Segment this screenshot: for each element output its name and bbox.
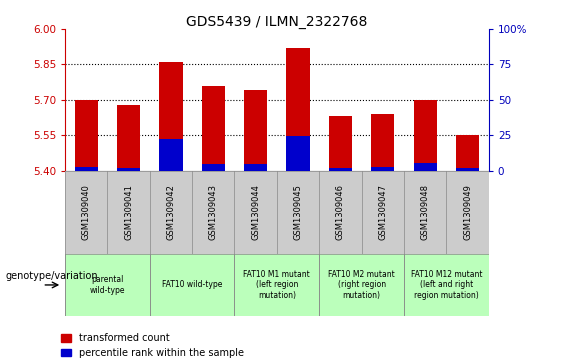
Bar <box>456 135 479 171</box>
Bar <box>404 171 446 254</box>
Text: GSM1309043: GSM1309043 <box>209 184 218 240</box>
Text: FAT10 M1 mutant
(left region
mutation): FAT10 M1 mutant (left region mutation) <box>244 270 310 300</box>
Bar <box>75 167 98 171</box>
Bar <box>414 163 437 171</box>
Bar <box>244 90 267 171</box>
Text: GDS5439 / ILMN_2322768: GDS5439 / ILMN_2322768 <box>186 15 368 29</box>
Bar <box>362 171 404 254</box>
Text: GSM1309044: GSM1309044 <box>251 184 260 240</box>
Bar <box>244 164 267 171</box>
Text: FAT10 wild-type: FAT10 wild-type <box>162 281 222 289</box>
Bar <box>65 171 107 254</box>
Bar <box>319 254 404 316</box>
Bar <box>107 171 150 254</box>
Bar <box>159 62 182 171</box>
Text: GSM1309048: GSM1309048 <box>421 184 429 240</box>
Bar <box>456 168 479 171</box>
Text: FAT10 M2 mutant
(right region
mutation): FAT10 M2 mutant (right region mutation) <box>328 270 395 300</box>
Bar <box>202 86 225 171</box>
Bar <box>371 167 394 171</box>
Bar <box>286 136 310 171</box>
Text: GSM1309046: GSM1309046 <box>336 184 345 240</box>
Bar <box>319 171 362 254</box>
Bar <box>150 254 234 316</box>
Bar <box>234 254 319 316</box>
Text: GSM1309047: GSM1309047 <box>379 184 387 240</box>
Bar <box>329 168 352 171</box>
Bar <box>277 171 319 254</box>
Text: GSM1309045: GSM1309045 <box>294 184 302 240</box>
Legend: transformed count, percentile rank within the sample: transformed count, percentile rank withi… <box>62 333 244 358</box>
Bar <box>286 48 310 171</box>
Bar <box>446 171 489 254</box>
Text: GSM1309041: GSM1309041 <box>124 184 133 240</box>
Bar <box>414 100 437 171</box>
Text: genotype/variation: genotype/variation <box>6 271 98 281</box>
Bar <box>234 171 277 254</box>
Bar <box>192 171 234 254</box>
Bar <box>65 254 150 316</box>
Bar <box>202 164 225 171</box>
Text: FAT10 M12 mutant
(left and right
region mutation): FAT10 M12 mutant (left and right region … <box>411 270 482 300</box>
Bar <box>329 116 352 171</box>
Text: GSM1309042: GSM1309042 <box>167 184 175 240</box>
Bar <box>150 171 192 254</box>
Bar <box>159 139 182 171</box>
Text: parental
wild-type: parental wild-type <box>90 275 125 295</box>
Bar <box>117 168 140 171</box>
Bar <box>117 105 140 171</box>
Bar <box>371 114 394 171</box>
Bar <box>75 100 98 171</box>
Text: GSM1309049: GSM1309049 <box>463 184 472 240</box>
Bar <box>404 254 489 316</box>
Text: GSM1309040: GSM1309040 <box>82 184 90 240</box>
